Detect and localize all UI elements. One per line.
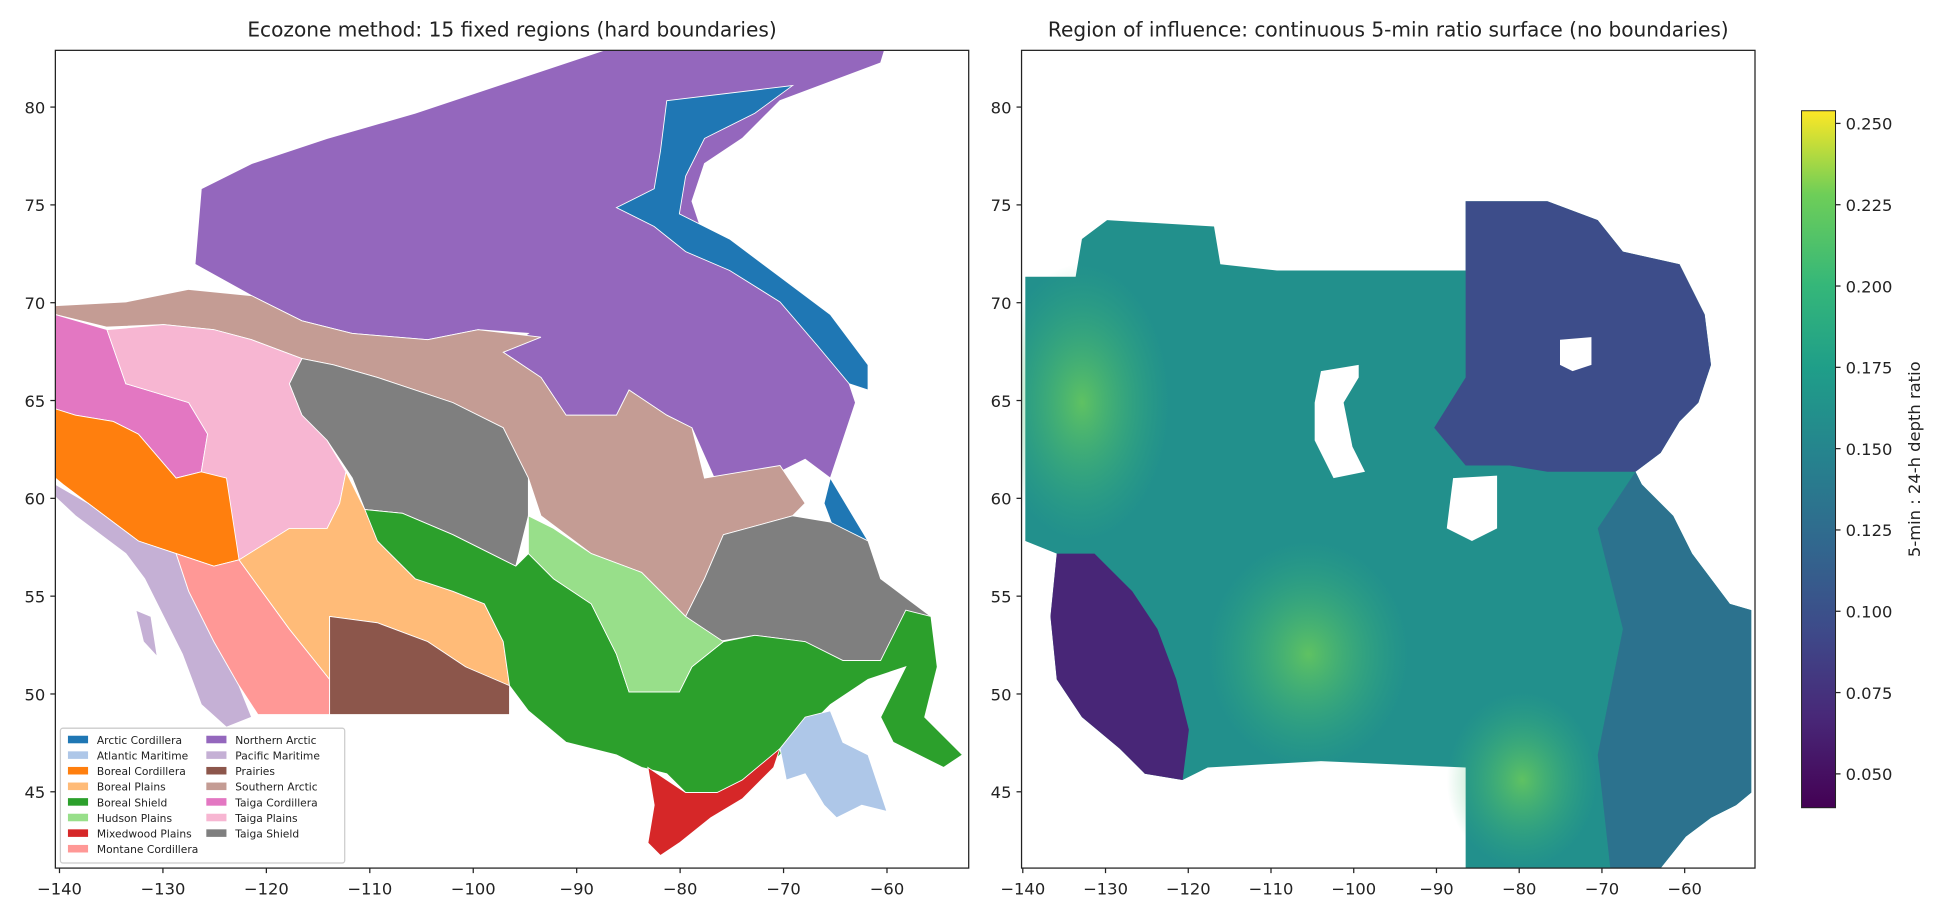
- y-tick-label: 45: [991, 783, 1012, 802]
- legend-label: Boreal Cordillera: [97, 765, 186, 778]
- y-tick-label: 50: [24, 685, 45, 704]
- region: [329, 615, 510, 716]
- colorbar-tick-label: 0.175: [1846, 359, 1893, 378]
- x-tick-label: −70: [1585, 880, 1620, 899]
- x-tick-label: −60: [1667, 880, 1702, 899]
- legend-swatch: [206, 813, 227, 822]
- x-tick-label: −120: [244, 880, 289, 899]
- y-tick-label: 75: [991, 196, 1012, 215]
- legend-label: Pacific Maritime: [235, 750, 320, 763]
- colorbar: [1801, 110, 1837, 809]
- y-tick-label: 45: [24, 783, 45, 802]
- legend-swatch: [67, 798, 89, 806]
- legend-label: Mixedwood Plains: [97, 828, 192, 841]
- legend-swatch: [206, 829, 227, 837]
- colorbar-tick-label: 0.050: [1846, 765, 1893, 784]
- legend-swatch: [67, 844, 89, 853]
- y-tick-label: 65: [991, 392, 1012, 411]
- y-tick-label: 60: [991, 490, 1012, 509]
- legend-box: [59, 727, 346, 864]
- legend-label: Hudson Plains: [97, 812, 173, 825]
- ratio-surface: [1021, 201, 1752, 869]
- y-tick-label: 55: [24, 587, 45, 606]
- y-tick-label: 80: [24, 98, 45, 117]
- y-tick-label: 50: [991, 685, 1012, 704]
- legend-swatch: [206, 766, 227, 775]
- region: [779, 710, 888, 819]
- x-tick-label: −110: [1249, 880, 1294, 899]
- legend-swatch: [67, 829, 89, 837]
- legend-label: Montane Cordillera: [97, 843, 198, 856]
- x-tick-label: −80: [663, 880, 698, 899]
- region: [615, 84, 869, 391]
- x-tick-label: −120: [1166, 880, 1211, 899]
- legend-swatch: [206, 735, 227, 744]
- colorbar-tick-label: 0.200: [1846, 277, 1893, 296]
- x-tick-label: −80: [1502, 880, 1537, 899]
- colorbar-tick-label: 0.125: [1846, 521, 1893, 540]
- legend-label: Prairies: [235, 765, 275, 778]
- region: [527, 515, 725, 693]
- colorbar-tick-label: 0.075: [1846, 684, 1893, 703]
- x-tick-label: −130: [1083, 880, 1128, 899]
- x-tick-label: −90: [1419, 880, 1454, 899]
- legend-label: Southern Arctic: [235, 781, 318, 794]
- region-shapes: [55, 50, 964, 857]
- legend-label: Boreal Plains: [97, 781, 166, 794]
- colorbar-label: 5-min : 24-h depth ratio: [1905, 361, 1924, 557]
- y-tick-label: 60: [24, 490, 45, 509]
- y-tick-label: 80: [991, 98, 1012, 117]
- axes-frame: [54, 49, 970, 869]
- chart-title: Region of influence: continuous 5-min ra…: [1048, 18, 1729, 42]
- x-tick-label: −140: [1000, 880, 1045, 899]
- y-tick-label: 70: [24, 294, 45, 313]
- legend-label: Boreal Shield: [97, 796, 167, 809]
- legend-swatch: [67, 766, 89, 775]
- x-tick-label: −70: [766, 880, 801, 899]
- legend-swatch: [206, 798, 227, 806]
- x-tick-label: −110: [347, 880, 392, 899]
- colorbar-tick-label: 0.100: [1846, 603, 1893, 622]
- x-tick-label: −60: [870, 880, 905, 899]
- colorbar-tick-label: 0.225: [1846, 196, 1893, 215]
- colorbar-tick-label: 0.250: [1846, 115, 1893, 134]
- legend-swatch: [67, 735, 89, 744]
- x-tick-label: −140: [37, 880, 82, 899]
- region: [135, 609, 158, 659]
- chart-title: Ecozone method: 15 fixed regions (hard b…: [247, 18, 776, 42]
- legend-label: Atlantic Maritime: [97, 750, 188, 763]
- legend-label: Taiga Cordillera: [234, 796, 317, 809]
- axes-frame: [1020, 49, 1756, 869]
- x-tick-label: −100: [451, 880, 496, 899]
- x-tick-label: −130: [140, 880, 185, 899]
- legend-label: Arctic Cordillera: [97, 734, 182, 747]
- colorbar-tick-label: 0.150: [1846, 440, 1893, 459]
- legend-swatch: [67, 813, 89, 822]
- legend-swatch: [206, 751, 227, 759]
- y-tick-label: 55: [991, 587, 1012, 606]
- x-tick-label: −100: [1331, 880, 1376, 899]
- y-tick-label: 70: [991, 294, 1012, 313]
- legend-label: Taiga Shield: [234, 828, 299, 841]
- region: [55, 483, 253, 728]
- legend-label: Northern Arctic: [235, 734, 316, 747]
- legend-swatch: [67, 751, 89, 759]
- y-tick-label: 75: [24, 196, 45, 215]
- legend-swatch: [67, 782, 89, 791]
- region: [647, 747, 781, 857]
- x-tick-label: −90: [559, 880, 594, 899]
- legend-label: Taiga Plains: [234, 812, 298, 825]
- y-tick-label: 65: [24, 392, 45, 411]
- legend-swatch: [206, 782, 227, 791]
